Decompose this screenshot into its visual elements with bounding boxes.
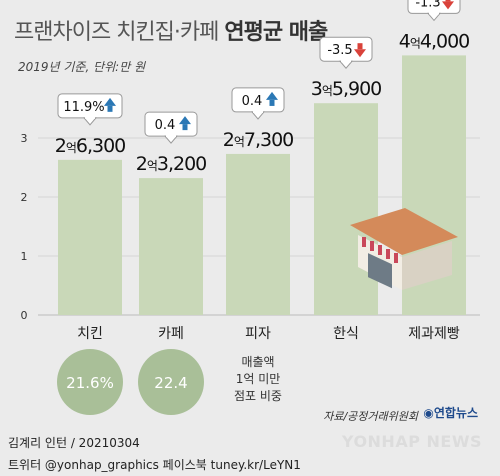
change-value: -3.5 [327, 43, 352, 58]
footer-credit: 김계리 인턴 / 20210304 [8, 436, 140, 450]
shop-window-icon [368, 253, 392, 289]
change-value: -1.3 [415, 0, 440, 10]
x-category-label: 카페 [158, 326, 184, 342]
change-callout: 0.4 [144, 111, 198, 144]
x-category-label: 피자 [245, 326, 271, 342]
share-circle-caption: 점포 비중 [234, 389, 282, 403]
awning-stripe-icon [370, 241, 374, 251]
awning-stripe-icon [362, 237, 366, 247]
callout-pointer [82, 117, 98, 126]
share-circle [138, 349, 204, 415]
share-circle-value: 21.6% [66, 374, 114, 392]
share-circle-caption: 1억 미만 [236, 372, 281, 386]
change-value: 0.4 [242, 94, 263, 109]
change-callout: 11.9% [57, 93, 123, 126]
bar-value-label: 2억3,200 [136, 153, 207, 175]
share-circle-caption: 매출액 [241, 355, 274, 369]
arrow-up-icon [104, 97, 116, 106]
callout-pointer [163, 135, 179, 144]
footer-social: 트위터 @yonhap_graphics 페이스북 tuney.kr/LeYN1 [8, 458, 301, 472]
callout-pointer [250, 111, 266, 120]
awning-stripe-icon [386, 249, 390, 259]
title-bold: 연평균 매출 [224, 20, 328, 45]
x-category-label: 치킨 [77, 326, 103, 342]
awning-stripe-icon [394, 253, 398, 263]
brand-logo: ◉연합뉴스 [423, 404, 478, 421]
yonhap-logo-icon: ◉ [423, 406, 434, 420]
change-callout: -3.5 [319, 36, 373, 69]
change-callout: 0.4 [231, 87, 285, 120]
change-value: 11.9% [63, 100, 104, 115]
arrow-up-icon [269, 99, 275, 106]
bar-value-label: 2억7,300 [223, 129, 294, 151]
arrow-up-icon [182, 124, 188, 131]
change-value: 0.4 [155, 118, 176, 133]
bar [314, 103, 378, 315]
x-category-label: 한식 [333, 326, 359, 342]
arrow-up-icon [107, 105, 113, 112]
awning-stripe-icon [378, 245, 382, 255]
y-tick-label: 3 [21, 132, 28, 145]
chart-subtitle: 2019년 기준, 단위:만 원 [18, 60, 146, 74]
bar [58, 159, 122, 315]
bar-value-label: 2억6,300 [55, 135, 126, 157]
arrow-down-icon [442, 1, 454, 10]
shop-side-icon [402, 241, 452, 290]
watermark: YONHAP NEWS [341, 432, 482, 451]
bar [226, 153, 290, 315]
y-tick-label: 0 [21, 309, 28, 322]
bar [139, 178, 203, 315]
change-callout: -1.3 [407, 0, 461, 22]
arrow-down-icon [445, 0, 451, 2]
arrow-up-icon [179, 116, 191, 125]
shop-roof-icon [350, 208, 458, 255]
callout-pointer [338, 60, 354, 69]
y-tick-label: 1 [21, 250, 28, 263]
brand-name: 연합뉴스 [433, 406, 478, 420]
arrow-down-icon [354, 49, 366, 58]
title-regular: 프랜차이즈 치킨집·카페 [14, 20, 225, 45]
share-circle [57, 349, 123, 415]
bar-value-label: 3억5,900 [311, 78, 382, 100]
y-tick-label: 2 [21, 191, 28, 204]
bar-value-label: 4억4,000 [399, 30, 470, 52]
callout-pointer [426, 12, 442, 22]
x-category-label: 제과제빵 [408, 326, 460, 342]
chart-title: 프랜차이즈 치킨집·카페 연평균 매출 [14, 14, 328, 46]
plot-area: 0 1 2 3 2억6,300 2억3,200 2억7,300 3억5,900 4억4,000 1… [21, 0, 480, 415]
arrow-up-icon [266, 91, 278, 100]
share-circle-value: 22.4 [154, 374, 187, 392]
source-note: 자료/공정거래위원회 [323, 410, 418, 423]
arrow-down-icon [357, 43, 363, 50]
